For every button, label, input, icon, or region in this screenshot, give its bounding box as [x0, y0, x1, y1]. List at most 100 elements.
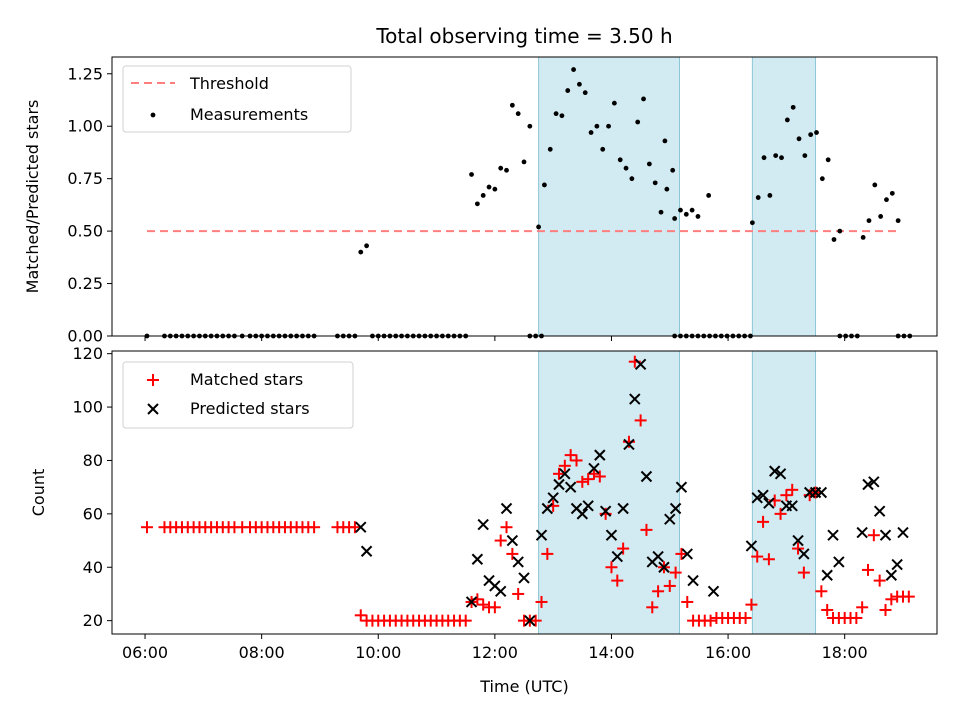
y-tick-label: 0.00 [67, 327, 103, 346]
predicted-star-point [582, 500, 594, 512]
measurement-point [749, 220, 755, 226]
matched-star-point [558, 459, 571, 472]
measurement-point [779, 155, 784, 161]
matched-star-point [570, 454, 583, 467]
legend-measurements-swatch [150, 112, 156, 118]
measurement-point [641, 96, 646, 102]
matched-star-point [850, 611, 863, 624]
top-legend: Threshold Measurements [122, 65, 352, 133]
bottom-y-ticks: 20 40 60 80 100 120 [72, 344, 112, 630]
top-axes-frame [111, 56, 938, 337]
predicted-star-point [652, 550, 664, 563]
predicted-star-point [868, 476, 880, 488]
matched-star-point [762, 553, 775, 566]
measurement-point [571, 67, 576, 72]
matched-star-point [867, 529, 880, 542]
matched-star-point [704, 614, 717, 627]
predicted-star-point [617, 502, 629, 515]
x-tick-label: 06:00 [122, 643, 168, 662]
measurement-point [606, 123, 611, 129]
measurement-point [486, 184, 492, 190]
measurement-point [364, 243, 369, 249]
measurement-point [547, 146, 553, 152]
y-tick-label: 80 [83, 451, 103, 470]
predicted-star-point [745, 540, 758, 552]
measurement-point [884, 197, 889, 203]
chart-title: Total observing time = 3.50 h [375, 24, 672, 48]
measurement-point [509, 102, 515, 108]
predicted-star-point [634, 358, 647, 371]
legend-measurements-label: Measurements [190, 105, 308, 124]
measurement-point [872, 182, 878, 188]
matched-stars-points [140, 355, 915, 627]
predicted-star-point [547, 492, 559, 504]
predicted-star-point [599, 505, 612, 517]
predicted-star-point [833, 556, 845, 568]
measurement-point [559, 113, 565, 119]
predicted-star-point [465, 596, 478, 608]
x-axis-label: Time (UTC) [479, 677, 568, 696]
legend-predicted-swatch [147, 403, 159, 415]
predicted-star-point [494, 585, 507, 597]
legend-predicted-label: Predicted stars [190, 399, 310, 418]
predicted-star-point [757, 489, 769, 501]
matched-star-point [354, 609, 367, 622]
top-shaded-intervals [538, 56, 817, 337]
measurement-point [664, 186, 670, 192]
measurement-point [515, 111, 521, 117]
predicted-star-point [576, 508, 589, 520]
matched-star-point [634, 414, 647, 427]
matched-star-point [459, 614, 472, 627]
shaded-interval [751, 56, 817, 337]
y-tick-label: 0.50 [67, 222, 103, 241]
matched-star-point [529, 614, 542, 627]
matched-star-point [617, 542, 630, 555]
ratio-panel: 0.00 0.25 0.50 0.75 1.00 1.25 Total observing… [23, 24, 938, 346]
measurement-point [761, 155, 767, 161]
measurement-point [600, 146, 606, 152]
measurement-point [623, 165, 629, 171]
matched-star-point [348, 521, 361, 534]
measurement-point [492, 186, 498, 192]
matched-star-point [780, 489, 793, 502]
predicted-star-point [360, 545, 373, 557]
predicted-star-point [605, 529, 618, 541]
matched-star-point [681, 595, 694, 608]
shaded-interval [538, 350, 680, 635]
matched-star-point [494, 534, 507, 547]
predicted-star-point [541, 502, 554, 515]
matched-star-point [675, 547, 688, 560]
matched-star-point [140, 521, 153, 534]
matched-star-point [663, 579, 676, 592]
predicted-star-point [873, 505, 886, 517]
predicted-star-point [500, 502, 513, 515]
predicted-star-point [588, 462, 600, 475]
predicted-star-point [623, 438, 635, 451]
measurement-point [565, 88, 571, 93]
y-tick-label: 20 [83, 611, 103, 630]
predicted-star-point [897, 526, 909, 539]
measurement-point [358, 249, 364, 255]
y-tick-label: 0.25 [67, 274, 103, 293]
matched-star-point [605, 561, 618, 574]
y-tick-label: 120 [72, 344, 103, 363]
predicted-star-point [640, 470, 653, 483]
measurement-point [504, 167, 509, 173]
measurement-point [802, 153, 808, 158]
predicted-star-point [355, 521, 367, 533]
matched-star-point [477, 598, 490, 611]
predicted-star-point [792, 534, 804, 547]
bottom-legend: Matched stars Predicted stars [122, 361, 354, 429]
matched-star-point [512, 587, 525, 600]
predicted-star-point [862, 478, 874, 491]
predicted-star-point [664, 513, 676, 525]
matched-star-point [815, 585, 828, 598]
top-x-ticks [144, 336, 846, 341]
y-tick-label: 0.75 [67, 169, 103, 188]
bottom-y-axis-label: Count [29, 469, 48, 517]
x-tick-label: 14:00 [588, 643, 634, 662]
measurement-point [672, 216, 678, 221]
bottom-x-ticks: 06:00 08:00 10:00 12:00 14:00 16:00 18:00 [122, 634, 868, 662]
matched-star-point [593, 470, 606, 483]
